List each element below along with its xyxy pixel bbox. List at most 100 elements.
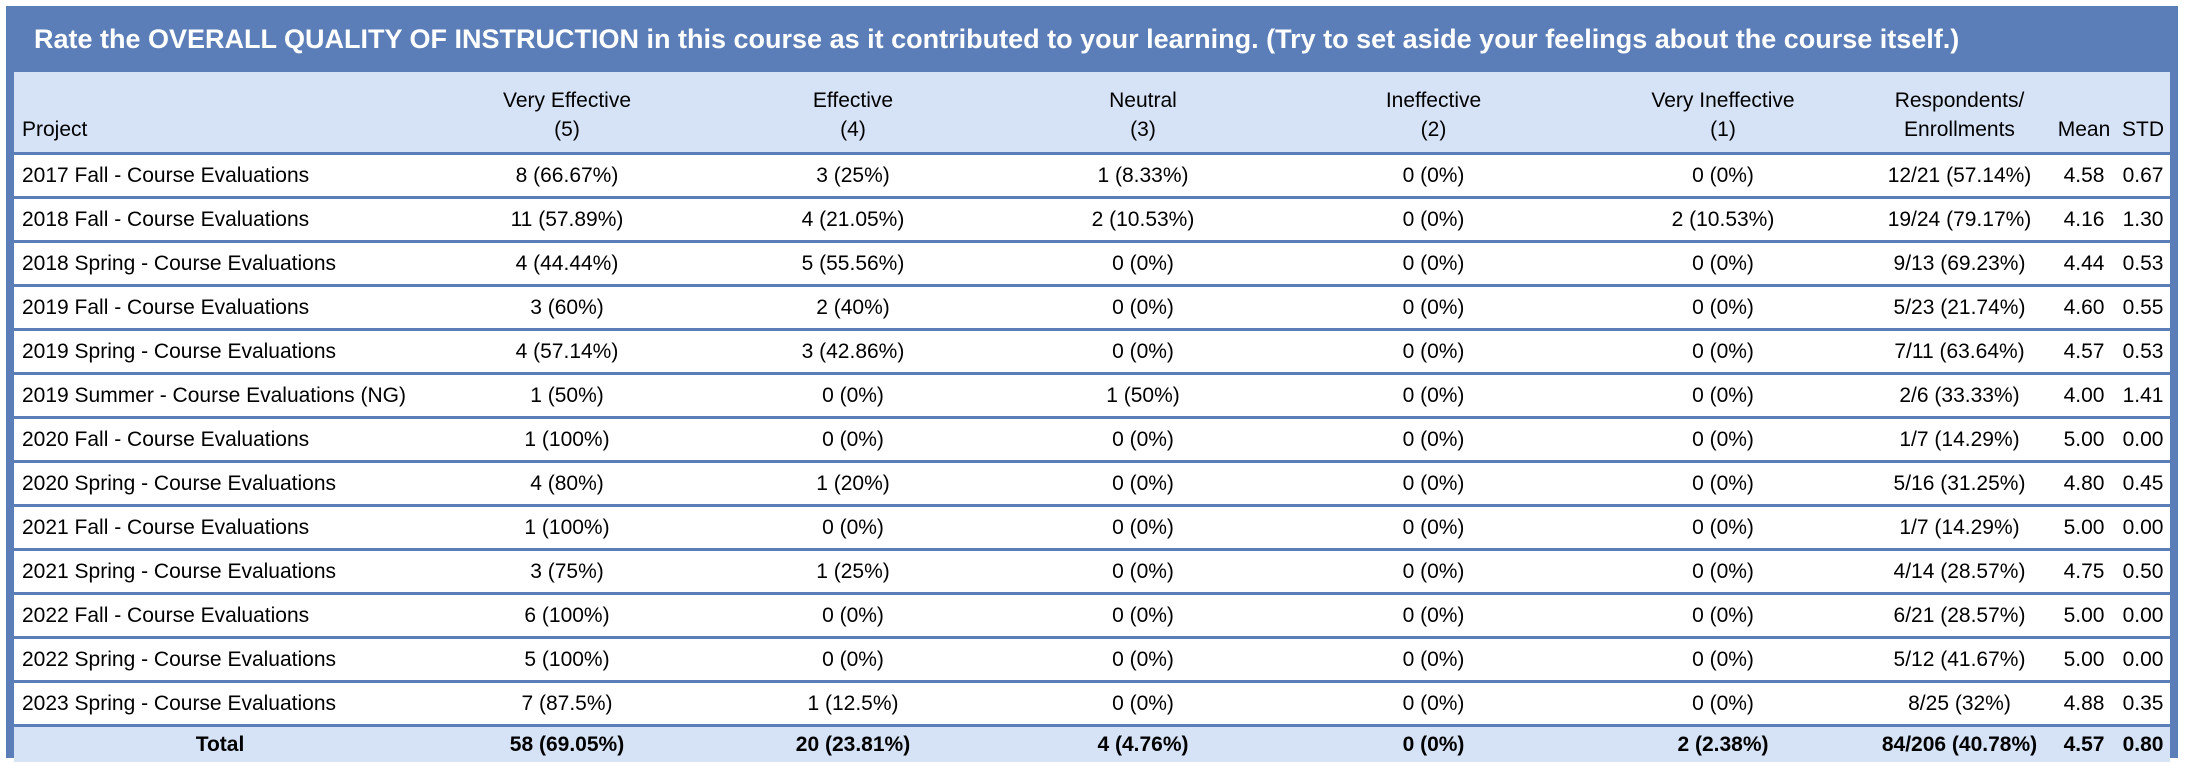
col-header-very-ineffective: Very Ineffective (1): [1579, 72, 1867, 152]
effective-cell: 2 (40%): [708, 287, 998, 328]
table-row: 2017 Fall - Course Evaluations 8 (66.67%)…: [14, 155, 2170, 196]
effective-cell: 4 (21.05%): [708, 199, 998, 240]
mean-cell: 4.44: [2052, 243, 2116, 284]
very-effective-cell: 4 (57.14%): [426, 331, 708, 372]
respondents-cell: 6/21 (28.57%): [1867, 595, 2052, 636]
std-cell: 1.30: [2116, 199, 2170, 240]
very-effective-cell: 4 (44.44%): [426, 243, 708, 284]
std-cell: 0.00: [2116, 595, 2170, 636]
total-row: Total 58 (69.05%) 20 (23.81%) 4 (4.76%) …: [14, 727, 2170, 762]
table-header-row: Project Very Effective (5) Effective (4)…: [14, 72, 2170, 152]
std-cell: 0.00: [2116, 419, 2170, 460]
very-effective-cell: 6 (100%): [426, 595, 708, 636]
very-ineffective-cell: 0 (0%): [1579, 463, 1867, 504]
total-cell: 58 (69.05%): [426, 727, 708, 762]
neutral-cell: 2 (10.53%): [998, 199, 1288, 240]
col-header-label: Very Ineffective: [1651, 89, 1795, 112]
table-row: 2021 Fall - Course Evaluations 1 (100%) 0 …: [14, 507, 2170, 548]
very-effective-cell: 1 (50%): [426, 375, 708, 416]
col-header-label-2: Enrollments: [1904, 118, 2015, 141]
very-ineffective-cell: 0 (0%): [1579, 507, 1867, 548]
mean-cell: 4.60: [2052, 287, 2116, 328]
neutral-cell: 0 (0%): [998, 243, 1288, 284]
table-row: 2020 Spring - Course Evaluations 4 (80%) 1…: [14, 463, 2170, 504]
total-cell: 0 (0%): [1288, 727, 1579, 762]
mean-cell: 4.80: [2052, 463, 2116, 504]
ineffective-cell: 0 (0%): [1288, 551, 1579, 592]
very-ineffective-cell: 0 (0%): [1579, 419, 1867, 460]
col-header-ineffective: Ineffective (2): [1288, 72, 1579, 152]
mean-cell: 5.00: [2052, 639, 2116, 680]
very-effective-cell: 4 (80%): [426, 463, 708, 504]
col-header-label: Respondents/: [1894, 89, 2025, 112]
respondents-cell: 5/16 (31.25%): [1867, 463, 2052, 504]
total-cell: 0.80: [2116, 727, 2170, 762]
project-cell: 2020 Spring - Course Evaluations: [14, 463, 426, 504]
std-cell: 0.53: [2116, 331, 2170, 372]
neutral-cell: 1 (8.33%): [998, 155, 1288, 196]
very-effective-cell: 5 (100%): [426, 639, 708, 680]
total-cell: 20 (23.81%): [708, 727, 998, 762]
std-cell: 0.35: [2116, 683, 2170, 724]
std-cell: 0.50: [2116, 551, 2170, 592]
effective-cell: 0 (0%): [708, 507, 998, 548]
effective-cell: 0 (0%): [708, 375, 998, 416]
neutral-cell: 0 (0%): [998, 287, 1288, 328]
very-ineffective-cell: 0 (0%): [1579, 551, 1867, 592]
std-cell: 1.41: [2116, 375, 2170, 416]
project-cell: 2021 Fall - Course Evaluations: [14, 507, 426, 548]
col-header-project: Project: [14, 72, 426, 152]
std-cell: 0.45: [2116, 463, 2170, 504]
effective-cell: 3 (25%): [708, 155, 998, 196]
project-cell: 2019 Spring - Course Evaluations: [14, 331, 426, 372]
std-cell: 0.00: [2116, 639, 2170, 680]
effective-cell: 0 (0%): [708, 639, 998, 680]
col-header-score: (3): [1130, 118, 1156, 141]
project-cell: 2021 Spring - Course Evaluations: [14, 551, 426, 592]
std-cell: 0.67: [2116, 155, 2170, 196]
neutral-cell: 0 (0%): [998, 683, 1288, 724]
project-cell: 2017 Fall - Course Evaluations: [14, 155, 426, 196]
col-header-score: (1): [1710, 118, 1736, 141]
neutral-cell: 0 (0%): [998, 551, 1288, 592]
mean-cell: 5.00: [2052, 507, 2116, 548]
col-header-effective: Effective (4): [708, 72, 998, 152]
table-row: 2023 Spring - Course Evaluations 7 (87.5%…: [14, 683, 2170, 724]
ineffective-cell: 0 (0%): [1288, 683, 1579, 724]
col-header-label: Effective: [812, 89, 894, 112]
respondents-cell: 19/24 (79.17%): [1867, 199, 2052, 240]
col-header-label: Neutral: [1109, 89, 1177, 112]
project-cell: 2019 Fall - Course Evaluations: [14, 287, 426, 328]
table-row: 2019 Summer - Course Evaluations (NG) 1 (…: [14, 375, 2170, 416]
neutral-cell: 0 (0%): [998, 331, 1288, 372]
project-cell: 2023 Spring - Course Evaluations: [14, 683, 426, 724]
very-ineffective-cell: 0 (0%): [1579, 243, 1867, 284]
ineffective-cell: 0 (0%): [1288, 155, 1579, 196]
ineffective-cell: 0 (0%): [1288, 507, 1579, 548]
very-effective-cell: 3 (75%): [426, 551, 708, 592]
col-header-neutral: Neutral (3): [998, 72, 1288, 152]
respondents-cell: 8/25 (32%): [1867, 683, 2052, 724]
col-header-score: (5): [554, 118, 580, 141]
ineffective-cell: 0 (0%): [1288, 243, 1579, 284]
very-ineffective-cell: 0 (0%): [1579, 683, 1867, 724]
respondents-cell: 9/13 (69.23%): [1867, 243, 2052, 284]
very-effective-cell: 1 (100%): [426, 507, 708, 548]
neutral-cell: 0 (0%): [998, 507, 1288, 548]
respondents-cell: 12/21 (57.14%): [1867, 155, 2052, 196]
table-row: 2018 Fall - Course Evaluations 11 (57.89%…: [14, 199, 2170, 240]
evaluation-table-panel: Rate the OVERALL QUALITY OF INSTRUCTION …: [6, 6, 2178, 762]
std-cell: 0.53: [2116, 243, 2170, 284]
std-cell: 0.00: [2116, 507, 2170, 548]
table-row: 2018 Spring - Course Evaluations 4 (44.44…: [14, 243, 2170, 284]
effective-cell: 0 (0%): [708, 419, 998, 460]
project-cell: 2022 Spring - Course Evaluations: [14, 639, 426, 680]
respondents-cell: 2/6 (33.33%): [1867, 375, 2052, 416]
effective-cell: 1 (25%): [708, 551, 998, 592]
respondents-cell: 5/12 (41.67%): [1867, 639, 2052, 680]
table-row: 2019 Fall - Course Evaluations 3 (60%) 2 (…: [14, 287, 2170, 328]
ineffective-cell: 0 (0%): [1288, 419, 1579, 460]
very-effective-cell: 8 (66.67%): [426, 155, 708, 196]
mean-cell: 5.00: [2052, 419, 2116, 460]
neutral-cell: 0 (0%): [998, 419, 1288, 460]
